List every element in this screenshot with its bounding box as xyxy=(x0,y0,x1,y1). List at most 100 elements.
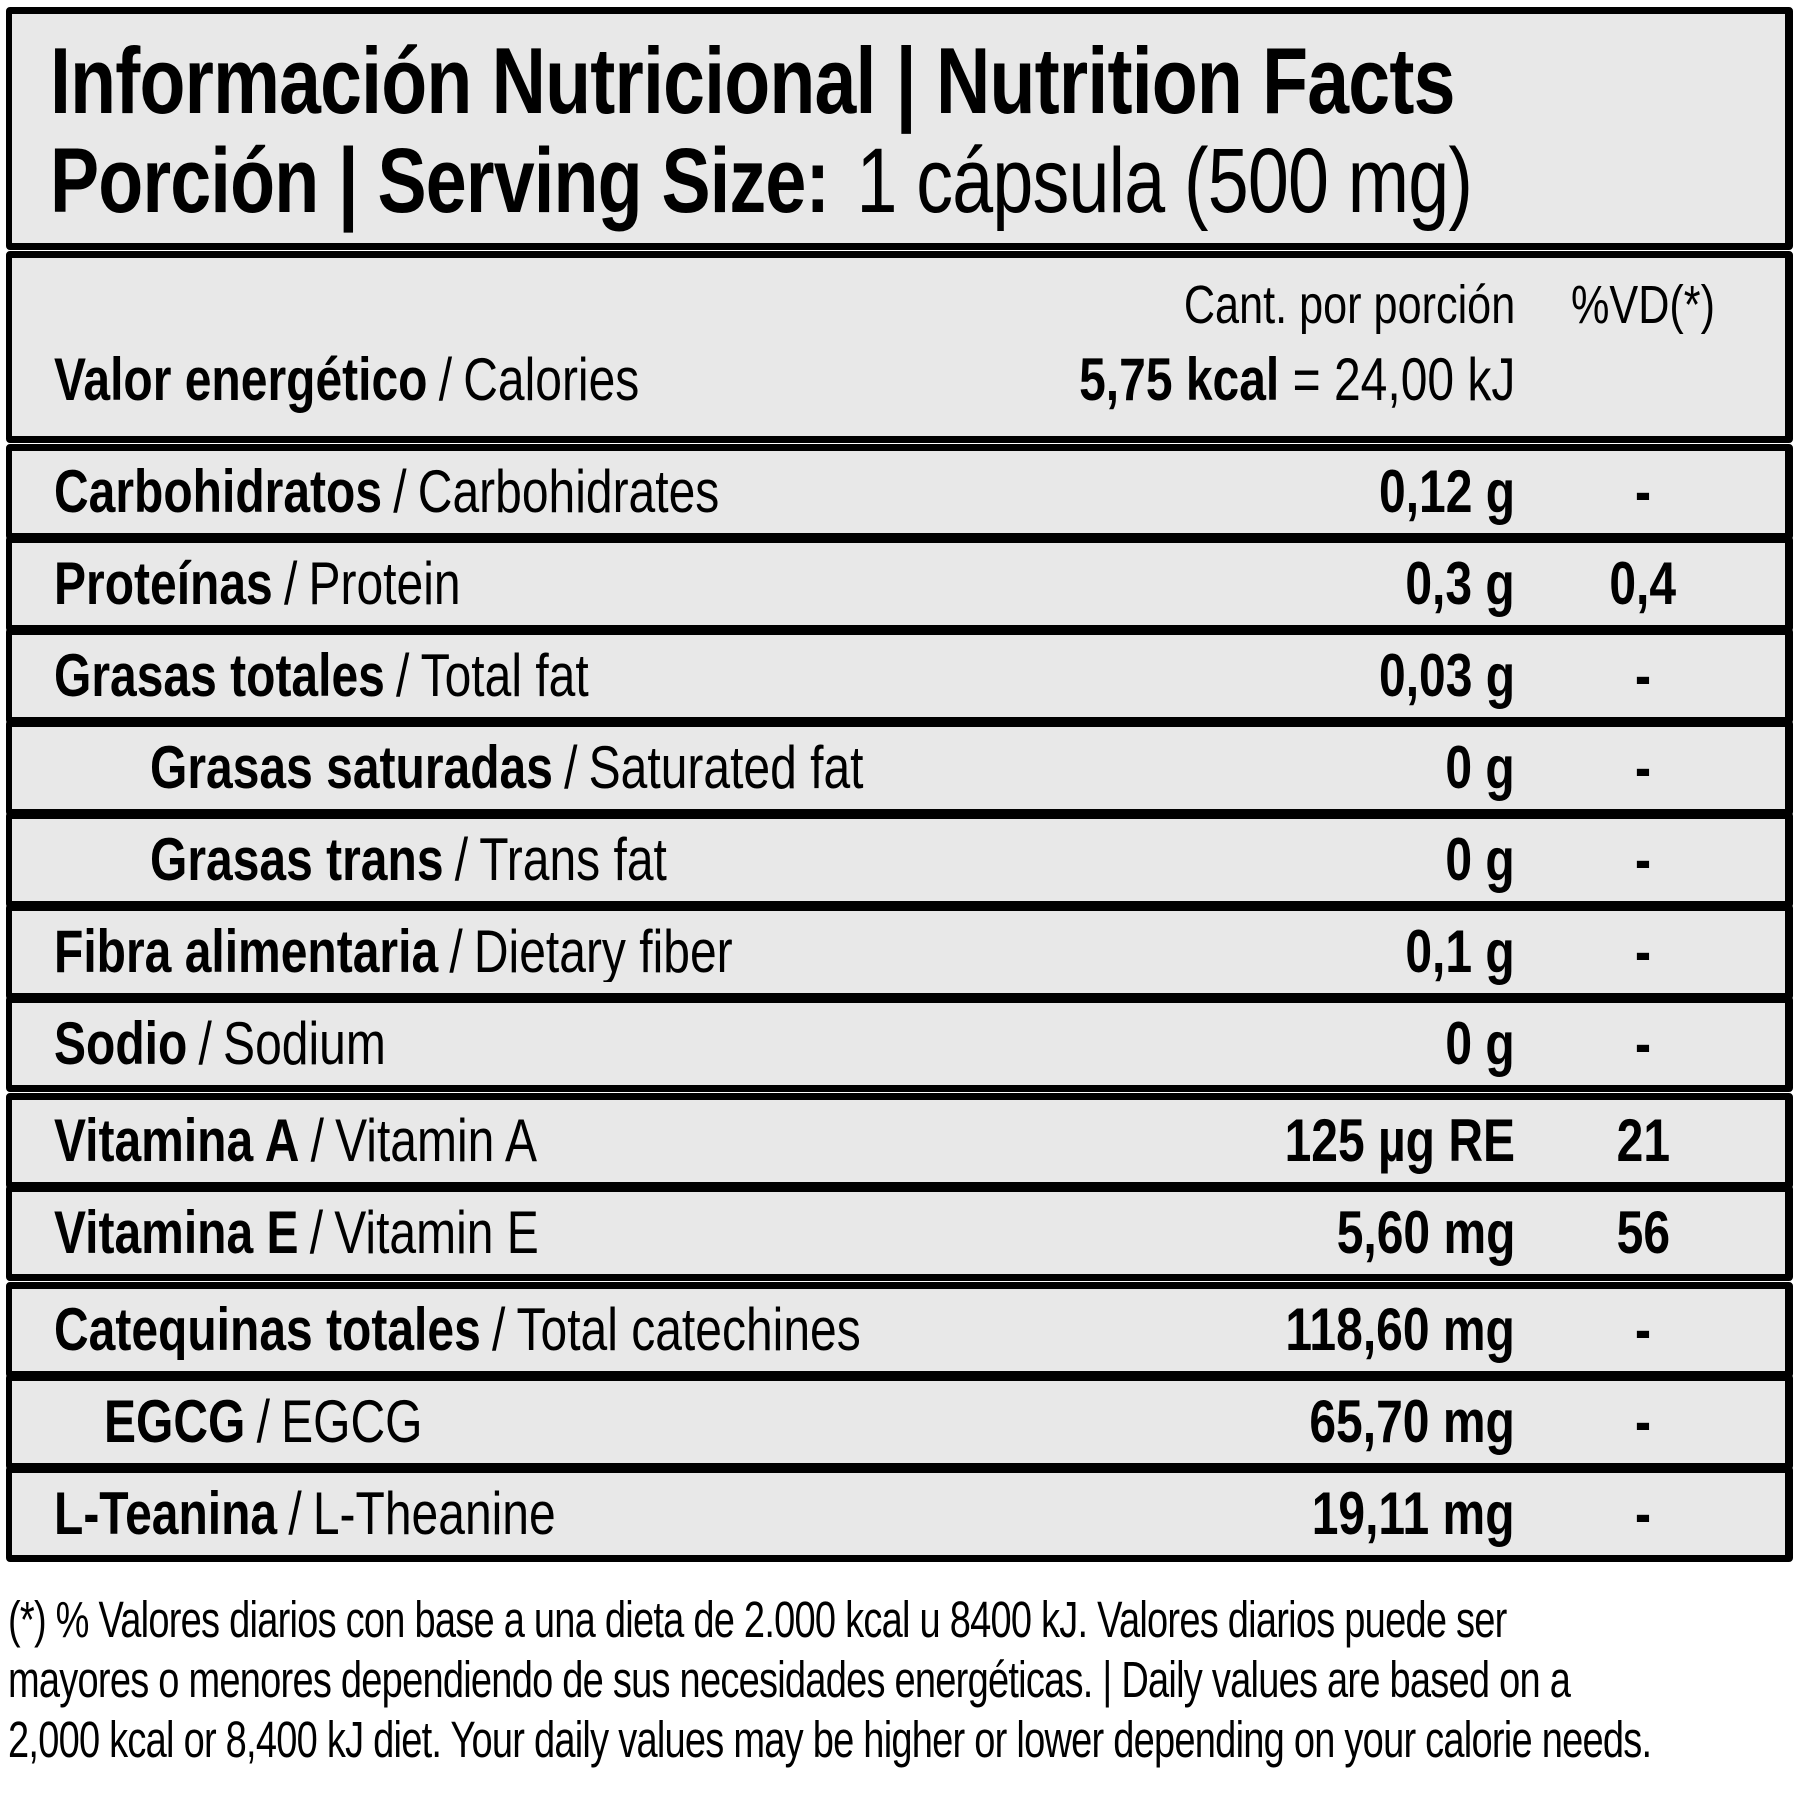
row-trans-fat: Grasas trans / Trans fat 0 g - xyxy=(6,811,1793,908)
nutrient-dv-text: 56 xyxy=(1616,1198,1670,1266)
nutrient-dv-text: - xyxy=(1634,1295,1651,1363)
column-header-row: Cant. por porción %VD(*) xyxy=(12,272,1785,338)
nutrient-amount-text: 0,1 g xyxy=(1405,917,1515,985)
nutrient-name: Grasas totales / Total fat xyxy=(12,646,1085,706)
label-separator: / xyxy=(256,1391,270,1452)
nutrient-amount: 5,60 mg xyxy=(1085,1202,1515,1263)
nutrient-dv: - xyxy=(1515,1387,1785,1455)
row-vitamin-a: Vitamina A / Vitamin A 125 µg RE 21 xyxy=(6,1092,1793,1189)
nutrient-name-es: Fibra alimentaria xyxy=(54,921,439,982)
footnote-line-1-text: (*) % Valores diarios con base a una die… xyxy=(8,1590,1507,1648)
nutrient-amount: 19,11 mg xyxy=(1085,1479,1515,1547)
nutrient-amount: 65,70 mg xyxy=(1085,1391,1515,1452)
nutrient-name: Catequinas totales / Total catechines xyxy=(12,1300,1085,1360)
nutrient-dv-text: - xyxy=(1634,1387,1651,1455)
nutrient-name-en: Vitamin A xyxy=(335,1110,538,1171)
nutrient-name: Fibra alimentaria / Dietary fiber xyxy=(12,922,1085,982)
nutrient-amount-text: 0,3 g xyxy=(1405,549,1515,617)
nutrient-name-es: Grasas totales xyxy=(54,645,385,706)
footnote-line-2: mayores o menores dependiendo de sus nec… xyxy=(8,1650,1791,1710)
energy-amount-text: 5,75 kcal = 24,00 kJ xyxy=(1079,342,1515,418)
nutrient-name-text: Catequinas totales / Total catechines xyxy=(54,1300,861,1360)
label-separator: / xyxy=(438,345,453,413)
nutrient-name-en: Carbohidrates xyxy=(417,461,720,522)
nutrient-dv-text: - xyxy=(1634,917,1651,985)
nutrient-amount-text: 118,60 mg xyxy=(1285,1295,1516,1363)
energy-label-text: Valor energético / Calories xyxy=(54,342,639,418)
nutrient-name-text: Sodio / Sodium xyxy=(54,1014,386,1074)
energy-row: Valor energético / Calories 5,75 kcal = 24… xyxy=(12,342,1785,418)
nutrient-amount: 0 g xyxy=(1085,733,1515,801)
nutrient-amount: 118,60 mg xyxy=(1085,1295,1516,1363)
energy-amount-kj: = 24,00 kJ xyxy=(1279,346,1515,413)
nutrient-dv-text: - xyxy=(1634,1009,1651,1077)
nutrient-dv: 21 xyxy=(1515,1110,1785,1171)
energy-label: Valor energético / Calories xyxy=(12,342,875,418)
label-separator: / xyxy=(454,829,469,890)
nutrient-dv: - xyxy=(1515,825,1785,893)
row-total-fat: Grasas totales / Total fat 0,03 g - xyxy=(6,627,1793,724)
nutrient-amount-text: 0 g xyxy=(1445,733,1515,801)
nutrient-name-text: Grasas totales / Total fat xyxy=(54,646,589,706)
nutrient-amount-text: 125 µg RE xyxy=(1284,1106,1515,1174)
energy-amount-kcal: 5,75 kcal xyxy=(1078,345,1279,413)
nutrient-dv: 0,4 xyxy=(1515,553,1785,614)
label-separator: / xyxy=(564,737,578,798)
label-separator: / xyxy=(288,1483,302,1544)
energy-amount: 5,75 kcal = 24,00 kJ xyxy=(875,342,1515,418)
nutrient-dv-text: - xyxy=(1634,1479,1651,1547)
footnote-line-2-text: mayores o menores dependiendo de sus nec… xyxy=(8,1650,1571,1708)
nutrient-name-text: Fibra alimentaria / Dietary fiber xyxy=(54,922,733,982)
nutrient-name-en: Dietary fiber xyxy=(473,921,733,982)
row-l-theanine: L-Teanina / L-Theanine 19,11 mg - xyxy=(6,1465,1793,1562)
nutrient-name-text: L-Teanina / L-Theanine xyxy=(54,1484,556,1544)
column-header-amount: Cant. por porción xyxy=(875,272,1515,338)
nutrient-name-es: Carbohidratos xyxy=(54,461,383,522)
row-saturated-fat: Grasas saturadas / Saturated fat 0 g - xyxy=(6,719,1793,816)
row-total-catechins: Catequinas totales / Total catechines 118,… xyxy=(6,1281,1793,1378)
serving-size-value: 1 cápsula (500 mg) xyxy=(856,129,1473,232)
nutrient-amount-text: 0,03 g xyxy=(1378,641,1515,709)
nutrient-name: EGCG / EGCG xyxy=(12,1392,1085,1452)
label-separator: / xyxy=(310,1110,324,1171)
nutrient-name-en: Sodium xyxy=(223,1013,386,1074)
nutrient-amount: 0,12 g xyxy=(1085,461,1515,522)
column-header-dv-text: %VD(*) xyxy=(1570,274,1715,335)
nutrient-dv-text: - xyxy=(1634,825,1651,893)
nutrient-dv: - xyxy=(1515,1009,1785,1077)
nutrient-amount: 0,03 g xyxy=(1085,641,1515,709)
nutrient-dv: - xyxy=(1515,1479,1785,1547)
nutrient-amount: 0 g xyxy=(1085,1009,1515,1077)
row-vitamin-e: Vitamina E / Vitamin E 5,60 mg 56 xyxy=(6,1184,1793,1281)
nutrient-name-es: L-Teanina xyxy=(54,1483,278,1544)
footnote-line-3-text: 2,000 kcal or 8,400 kJ diet. Your daily … xyxy=(8,1710,1652,1768)
nutrient-name-es: Grasas trans xyxy=(150,829,444,890)
nutrient-name-text: Vitamina A / Vitamin A xyxy=(54,1111,537,1171)
nutrient-amount-text: 0 g xyxy=(1445,1009,1515,1077)
column-header-amount-text: Cant. por porción xyxy=(1183,274,1515,335)
nutrient-name-en: Protein xyxy=(308,553,461,614)
nutrient-dv: - xyxy=(1515,461,1785,522)
nutrient-name-text: Grasas trans / Trans fat xyxy=(150,830,667,890)
serving-size-line: Porción | Serving Size: 1 cápsula (500 mg… xyxy=(50,129,1765,232)
label-separator: / xyxy=(491,1299,506,1360)
footnote-line-1: (*) % Valores diarios con base a una die… xyxy=(8,1590,1791,1650)
row-protein: Proteínas / Protein 0,3 g 0,4 xyxy=(6,535,1793,632)
nutrient-name-en: Total catechines xyxy=(516,1299,861,1360)
label-separator: / xyxy=(198,1013,212,1074)
nutrient-name: Sodio / Sodium xyxy=(12,1014,1085,1074)
nutrient-name: Grasas saturadas / Saturated fat xyxy=(12,738,1085,798)
nutrient-name-es: Vitamina A xyxy=(54,1110,300,1171)
nutrient-name-es: Vitamina E xyxy=(54,1202,299,1263)
label-title-text: Información Nutricional | Nutrition Fact… xyxy=(50,28,1455,133)
nutrient-dv: - xyxy=(1515,1295,1785,1363)
nutrient-dv-text: - xyxy=(1634,733,1651,801)
nutrient-name-es: Catequinas totales xyxy=(54,1299,481,1360)
nutrient-amount-text: 19,11 mg xyxy=(1312,1479,1515,1547)
nutrient-name-es: Sodio xyxy=(54,1013,188,1074)
nutrient-dv: 56 xyxy=(1515,1198,1785,1266)
nutrient-amount: 125 µg RE xyxy=(1085,1106,1515,1174)
nutrient-amount-text: 0 g xyxy=(1445,825,1515,893)
label-separator: / xyxy=(283,553,298,614)
nutrient-name-en: EGCG xyxy=(281,1391,423,1452)
